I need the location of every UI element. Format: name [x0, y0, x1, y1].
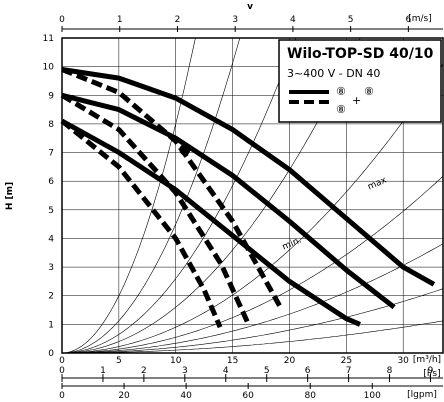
flow-lgpm-tick-label: 80	[304, 391, 316, 401]
velocity-tick-label: 0	[59, 15, 65, 25]
head-tick-label: 8	[48, 120, 54, 130]
system-curve	[62, 175, 444, 354]
curve-layer	[60, 67, 436, 329]
flow-ls-tick-label: 2	[141, 366, 147, 376]
head-tick-label: 6	[48, 177, 54, 187]
legend-solid-symbol: ⑧	[336, 85, 346, 98]
flow-m3h-tick-label: 30	[397, 356, 409, 366]
head-tick-label: 9	[48, 91, 54, 101]
flow-ls-tick-label: 5	[264, 366, 270, 376]
flow-lgpm-tick-label: 100	[364, 391, 381, 401]
chart-legend: Wilo-TOP-SD 40/10 3~400 V - DN 40 ⑧ ⑧ + …	[278, 39, 442, 123]
system-curve	[62, 37, 297, 354]
flow-ls-tick-label: 1	[100, 366, 106, 376]
chart-title: Wilo-TOP-SD 40/10	[287, 46, 434, 62]
head-tick-label: 1	[48, 320, 54, 330]
flow-ls-tick-label: 4	[223, 366, 229, 376]
flow-m3h-unit: [m³/h]	[413, 355, 441, 365]
flow-lgpm-tick-label: 0	[59, 391, 65, 401]
head-tick-label: 4	[48, 234, 54, 244]
marker-layer	[179, 144, 191, 156]
velocity-axis-label: v	[247, 2, 253, 12]
flow-lgpm-tick-label: 40	[180, 391, 192, 401]
flow-m3h-tick-label: 0	[59, 356, 65, 366]
velocity-tick-label: 2	[175, 15, 181, 25]
flow-m3h-tick-label: 20	[284, 356, 296, 366]
pump-curve-dashed-6	[60, 119, 223, 329]
plot-frame	[61, 37, 444, 354]
system-curve	[61, 37, 196, 354]
flow-m3h-tick-label: 15	[227, 356, 238, 366]
legend-dashed-plus: +	[352, 94, 361, 107]
pump-curve-solid-1	[61, 67, 436, 287]
flow-ls-tick-label: 9	[428, 366, 434, 376]
chart-subtitle: 3~400 V - DN 40	[287, 67, 380, 80]
head-tick-label: 2	[48, 292, 54, 302]
curve-annotation-2: min.	[281, 235, 303, 252]
head-tick-label: 0	[48, 349, 54, 359]
velocity-tick-label: 5	[348, 15, 354, 25]
flow-ls-unit: [l/s]	[423, 369, 440, 379]
flow-lgpm-tick-label: 20	[118, 391, 130, 401]
velocity-axis-unit: [m/s]	[408, 14, 432, 24]
velocity-tick-label: 6	[405, 15, 411, 25]
flow-lgpm-unit: [lgpm]	[407, 390, 437, 400]
velocity-tick-label: 1	[117, 15, 123, 25]
flow-ls-tick-label: 0	[59, 366, 65, 376]
legend-box	[278, 39, 442, 123]
system-curve	[61, 37, 241, 354]
operating-point	[179, 144, 191, 156]
system-curve	[62, 37, 361, 354]
y-axis-label: H [m]	[5, 182, 15, 210]
system-curve	[62, 243, 444, 354]
pump-curve-solid-2	[61, 92, 396, 310]
system-curve	[62, 288, 444, 354]
pump-curve-solid-3	[60, 118, 361, 327]
head-tick-label: 7	[48, 149, 54, 159]
head-tick-label: 5	[48, 206, 54, 216]
flow-lgpm-tick-label: 60	[242, 391, 254, 401]
head-tick-label: 11	[43, 34, 54, 44]
head-tick-label: 3	[48, 263, 54, 273]
pump-curve-dashed-5	[60, 93, 251, 326]
grid-layer	[61, 37, 444, 354]
velocity-tick-label: 4	[290, 15, 296, 25]
system-curve	[62, 63, 444, 354]
head-tick-label: 10	[43, 63, 55, 73]
legend-dashed-symbol-2: ⑧	[364, 85, 374, 98]
flow-ls-tick-label: 3	[182, 366, 188, 376]
flow-ls-tick-label: 7	[346, 366, 352, 376]
flow-m3h-tick-label: 10	[170, 356, 182, 366]
pump-curve-dashed-4	[61, 67, 283, 309]
system-curve	[62, 320, 444, 354]
velocity-tick-label: 3	[232, 15, 238, 25]
flow-ls-tick-label: 6	[305, 366, 311, 376]
curve-annotation-1: max	[366, 175, 389, 192]
flow-m3h-tick-label: 25	[341, 356, 352, 366]
flow-ls-tick-label: 8	[387, 366, 393, 376]
legend-dashed-symbol-1: ⑧	[336, 103, 346, 116]
flow-m3h-tick-label: 5	[116, 356, 122, 366]
